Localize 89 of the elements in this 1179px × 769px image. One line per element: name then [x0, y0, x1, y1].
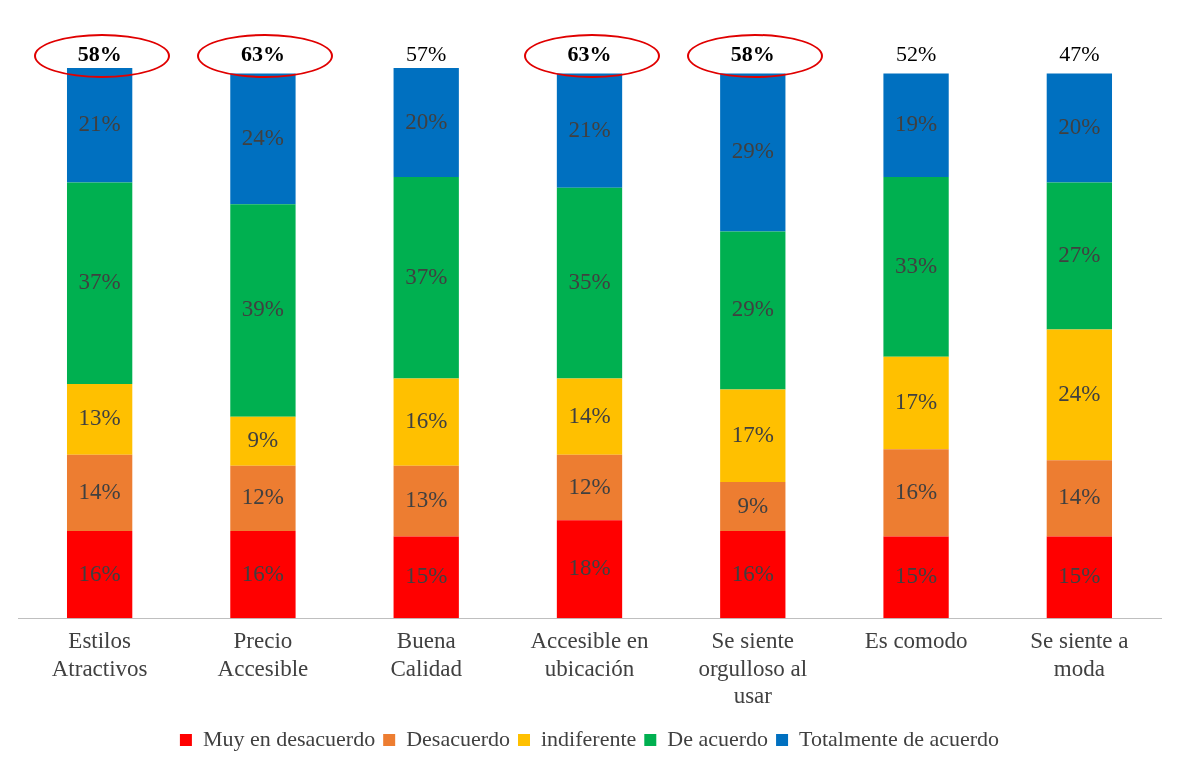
data-label: 14% — [568, 402, 611, 428]
bar — [66, 383, 133, 455]
text: 63% — [240, 40, 285, 66]
data-label: 19% — [894, 111, 938, 137]
data-label: 24% — [241, 124, 285, 150]
bar — [66, 531, 133, 619]
legend-label: indiferente — [541, 725, 637, 751]
data-label: 14% — [78, 478, 121, 504]
bar — [883, 536, 949, 619]
bar — [230, 531, 296, 619]
bar — [1046, 460, 1113, 537]
x-tick-label: Se siente a moda — [1030, 628, 1129, 681]
data-label: 17% — [894, 389, 938, 415]
data-label: 21% — [568, 116, 611, 142]
legend-label: Muy en desacuerdo — [202, 725, 376, 751]
bar — [720, 531, 786, 619]
data-label: 16% — [894, 478, 938, 504]
data-label: 9% — [737, 492, 769, 518]
bar — [393, 176, 459, 379]
bar — [1046, 182, 1113, 330]
x-tick-label: Precio Accesible — [217, 628, 309, 681]
bar — [720, 231, 786, 390]
bar — [556, 378, 623, 455]
bar — [230, 73, 296, 205]
legend-label: Totalmente de acuerdo — [799, 725, 1000, 751]
data-label: 29% — [731, 138, 774, 164]
data-label: 29% — [731, 296, 774, 322]
legend-label: De acuerdo — [667, 725, 769, 751]
text: 57% — [406, 40, 447, 66]
bar — [393, 68, 459, 177]
text: 52% — [895, 40, 937, 66]
text: 58% — [730, 40, 775, 66]
data-label: 33% — [894, 252, 938, 278]
bar — [230, 465, 296, 532]
bar — [393, 536, 459, 619]
bar — [393, 378, 459, 466]
bar — [230, 204, 296, 417]
data-label: 24% — [1058, 380, 1101, 406]
bar — [66, 182, 133, 384]
bar — [66, 454, 133, 532]
data-label: 12% — [241, 484, 285, 510]
bar — [883, 73, 949, 177]
bar — [720, 389, 786, 483]
data-label: 20% — [405, 108, 448, 134]
data-label: 37% — [405, 263, 448, 289]
data-label: 15% — [894, 563, 938, 589]
data-label: 13% — [78, 405, 121, 431]
data-label: 17% — [731, 421, 774, 447]
x-tick-label: Es comodo — [864, 628, 968, 654]
text: 63% — [567, 40, 612, 66]
text: 47% — [1059, 40, 1100, 66]
data-label: 39% — [241, 296, 285, 322]
bar — [883, 356, 949, 450]
data-label: 16% — [241, 560, 285, 586]
data-label: 37% — [78, 269, 121, 295]
bar — [883, 176, 949, 357]
x-tick-label: Estilos Atractivos — [51, 628, 148, 681]
data-label: 18% — [568, 555, 611, 581]
bar — [1046, 73, 1113, 183]
bar — [556, 520, 623, 619]
data-label: 12% — [568, 473, 611, 499]
x-tick-label: Buena Calidad — [390, 628, 463, 681]
data-label: 14% — [1058, 484, 1101, 510]
bar — [556, 73, 623, 188]
data-label: 35% — [568, 269, 611, 295]
legend-label: Desacuerdo — [406, 725, 511, 751]
data-label: 16% — [78, 560, 121, 586]
x-tick-label: Accesible en ubicación — [530, 628, 650, 681]
data-label: 15% — [1058, 563, 1101, 589]
bar — [393, 465, 459, 537]
bar — [1046, 536, 1113, 619]
bar — [556, 454, 623, 521]
bar — [230, 416, 296, 466]
bar — [66, 68, 133, 183]
data-label: 21% — [78, 111, 121, 137]
data-label: 20% — [1058, 113, 1101, 139]
bar — [720, 482, 786, 532]
text: 58% — [77, 40, 122, 66]
bar — [1046, 329, 1113, 461]
data-label: 16% — [405, 408, 448, 434]
bar — [720, 73, 786, 232]
data-label: 16% — [731, 560, 774, 586]
data-label: 13% — [405, 487, 448, 513]
x-tick-label: Se siente orgulloso al usar — [698, 628, 808, 709]
data-label: 27% — [1058, 241, 1101, 267]
data-label: 9% — [247, 427, 279, 453]
data-label: 15% — [405, 563, 448, 589]
bar — [883, 449, 949, 537]
bar — [556, 187, 623, 379]
